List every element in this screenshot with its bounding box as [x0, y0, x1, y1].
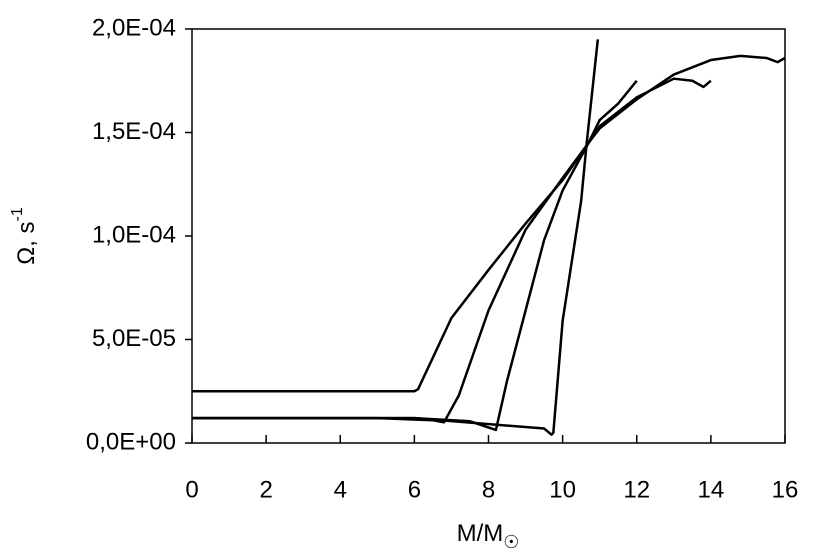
line-series — [192, 39, 600, 436]
x-axis-label: M/M☉ — [457, 520, 520, 551]
y-axis-label-text: Ω, s — [13, 221, 40, 264]
line-series — [192, 54, 786, 393]
line-series — [192, 79, 638, 432]
y-axis-label: Ω, s-1 — [9, 207, 40, 265]
y-tick-label: 2,0E-04 — [92, 14, 176, 41]
x-axis-label-text: M/M — [457, 520, 504, 547]
x-tick-label: 4 — [334, 476, 347, 503]
plot-frame — [191, 28, 786, 444]
x-tick-label: 6 — [408, 476, 421, 503]
x-axis-label-subscript: ☉ — [503, 532, 519, 552]
line-series — [192, 77, 712, 424]
x-tick-label: 12 — [623, 476, 650, 503]
y-tick-label: 0,0E+00 — [86, 428, 176, 455]
y-tick-label: 5,0E-05 — [92, 325, 176, 352]
x-tick-label: 8 — [482, 476, 495, 503]
x-tick-label: 14 — [698, 476, 725, 503]
y-axis-label-superscript: -1 — [9, 207, 26, 221]
y-tick-label: 1,0E-04 — [92, 221, 176, 248]
x-tick-label: 0 — [185, 476, 198, 503]
x-tick-label: 2 — [259, 476, 272, 503]
x-tick-label: 16 — [772, 476, 799, 503]
x-tick-label: 10 — [549, 476, 576, 503]
y-tick-label: 1,5E-04 — [92, 118, 176, 145]
